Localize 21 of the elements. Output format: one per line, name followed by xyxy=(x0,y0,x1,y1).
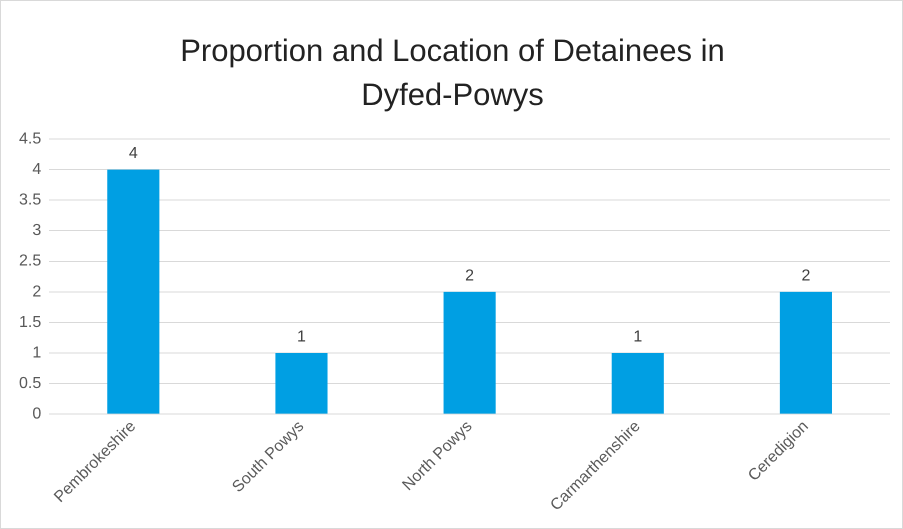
data-label: 2 xyxy=(465,267,474,284)
bar xyxy=(780,292,832,414)
y-tick-label: 1 xyxy=(32,344,42,362)
y-tick-label: 4.5 xyxy=(18,130,42,148)
bar xyxy=(275,353,328,414)
chart-title: Proportion and Location of Detainees in Dyfed-Powys xyxy=(179,32,726,114)
y-tick-label: 0.5 xyxy=(18,375,42,392)
y-tick-label: 3 xyxy=(32,222,42,240)
y-tick-label: 0 xyxy=(32,406,42,423)
data-label: 4 xyxy=(128,144,138,162)
data-label: 2 xyxy=(801,267,810,284)
bar xyxy=(612,353,664,414)
y-tick-label: 2 xyxy=(32,283,42,300)
bar xyxy=(107,170,160,414)
y-tick-label: 1.5 xyxy=(18,314,42,331)
y-tick-label: 3.5 xyxy=(18,192,42,209)
y-tick-label: 4 xyxy=(32,160,42,178)
bar xyxy=(444,292,496,414)
data-label: 1 xyxy=(633,328,642,346)
data-label: 1 xyxy=(297,328,306,346)
y-tick-label: 2.5 xyxy=(18,252,42,270)
